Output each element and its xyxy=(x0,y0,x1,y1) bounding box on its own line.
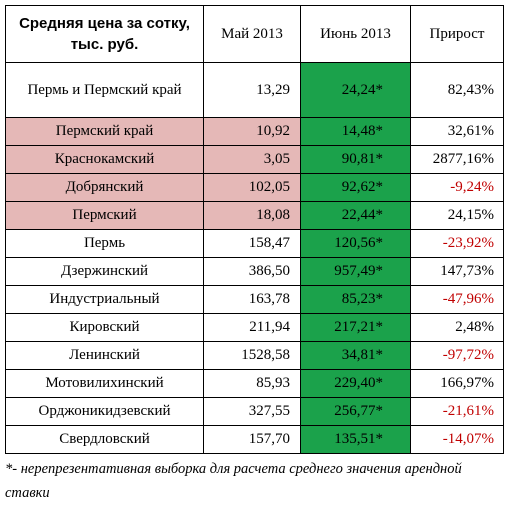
cell-june-price: 229,40* xyxy=(300,369,411,398)
header-row: Средняя цена за сотку, тыс. руб. Май 201… xyxy=(5,5,504,63)
cell-district: Ленинский xyxy=(5,341,204,370)
cell-growth: 147,73% xyxy=(410,257,504,286)
cell-june-price: 256,77* xyxy=(300,397,411,426)
table-body: Пермь и Пермский край 13,29 24,24* 82,43% Пе… xyxy=(5,62,504,454)
header-may: Май 2013 xyxy=(203,5,301,63)
cell-growth: -97,72% xyxy=(410,341,504,370)
table-row: Пермь 158,47 120,56* -23,92% xyxy=(5,229,504,258)
cell-june-price: 24,24* xyxy=(300,62,411,118)
table-row: Кировский 211,94 217,21* 2,48% xyxy=(5,313,504,342)
table-row: Пермский 18,08 22,44* 24,15% xyxy=(5,201,504,230)
table-row: Добрянский 102,05 92,62* -9,24% xyxy=(5,173,504,202)
footnote: *- нерепрезентативная выборка для расчет… xyxy=(5,461,462,501)
cell-growth: -9,24% xyxy=(410,173,504,202)
table-row: Свердловский 157,70 135,51* -14,07% xyxy=(5,425,504,454)
cell-may-price: 163,78 xyxy=(203,285,301,314)
cell-june-price: 34,81* xyxy=(300,341,411,370)
cell-district: Краснокамский xyxy=(5,145,204,174)
cell-may-price: 85,93 xyxy=(203,369,301,398)
cell-district: Дзержинский xyxy=(5,257,204,286)
cell-may-price: 157,70 xyxy=(203,425,301,454)
price-table: Средняя цена за сотку, тыс. руб. Май 201… xyxy=(5,5,504,454)
header-name: Средняя цена за сотку, тыс. руб. xyxy=(5,5,204,63)
cell-growth: -14,07% xyxy=(410,425,504,454)
table-row: Ленинский 1528,58 34,81* -97,72% xyxy=(5,341,504,370)
cell-growth: 32,61% xyxy=(410,117,504,146)
cell-june-price: 22,44* xyxy=(300,201,411,230)
cell-growth: 2,48% xyxy=(410,313,504,342)
cell-june-price: 85,23* xyxy=(300,285,411,314)
cell-growth: -21,61% xyxy=(410,397,504,426)
cell-june-price: 957,49* xyxy=(300,257,411,286)
cell-district: Пермь xyxy=(5,229,204,258)
cell-district: Орджоникидзевский xyxy=(5,397,204,426)
table-row: Орджоникидзевский 327,55 256,77* -21,61% xyxy=(5,397,504,426)
cell-june-price: 120,56* xyxy=(300,229,411,258)
cell-district: Добрянский xyxy=(5,173,204,202)
cell-growth: 82,43% xyxy=(410,62,504,118)
cell-district: Мотовилихинский xyxy=(5,369,204,398)
cell-district: Свердловский xyxy=(5,425,204,454)
cell-may-price: 386,50 xyxy=(203,257,301,286)
cell-district: Пермский край xyxy=(5,117,204,146)
cell-district: Пермский xyxy=(5,201,204,230)
cell-may-price: 158,47 xyxy=(203,229,301,258)
price-table-container: Средняя цена за сотку, тыс. руб. Май 201… xyxy=(5,5,504,454)
cell-may-price: 327,55 xyxy=(203,397,301,426)
cell-june-price: 135,51* xyxy=(300,425,411,454)
cell-may-price: 13,29 xyxy=(203,62,301,118)
cell-may-price: 211,94 xyxy=(203,313,301,342)
header-growth: Прирост xyxy=(410,5,504,63)
table-row: Дзержинский 386,50 957,49* 147,73% xyxy=(5,257,504,286)
cell-district: Кировский xyxy=(5,313,204,342)
cell-growth: -47,96% xyxy=(410,285,504,314)
cell-may-price: 18,08 xyxy=(203,201,301,230)
cell-growth: 2877,16% xyxy=(410,145,504,174)
table-row: Краснокамский 3,05 90,81* 2877,16% xyxy=(5,145,504,174)
cell-june-price: 90,81* xyxy=(300,145,411,174)
cell-may-price: 102,05 xyxy=(203,173,301,202)
cell-growth: 166,97% xyxy=(410,369,504,398)
table-row: Пермь и Пермский край 13,29 24,24* 82,43% xyxy=(5,62,504,118)
table-row: Пермский край 10,92 14,48* 32,61% xyxy=(5,117,504,146)
cell-growth: -23,92% xyxy=(410,229,504,258)
table-row: Мотовилихинский 85,93 229,40* 166,97% xyxy=(5,369,504,398)
cell-june-price: 217,21* xyxy=(300,313,411,342)
cell-district: Пермь и Пермский край xyxy=(5,62,204,118)
cell-june-price: 14,48* xyxy=(300,117,411,146)
cell-district: Индустриальный xyxy=(5,285,204,314)
cell-june-price: 92,62* xyxy=(300,173,411,202)
cell-may-price: 1528,58 xyxy=(203,341,301,370)
cell-growth: 24,15% xyxy=(410,201,504,230)
cell-may-price: 10,92 xyxy=(203,117,301,146)
cell-may-price: 3,05 xyxy=(203,145,301,174)
header-june: Июнь 2013 xyxy=(300,5,411,63)
table-row: Индустриальный 163,78 85,23* -47,96% xyxy=(5,285,504,314)
